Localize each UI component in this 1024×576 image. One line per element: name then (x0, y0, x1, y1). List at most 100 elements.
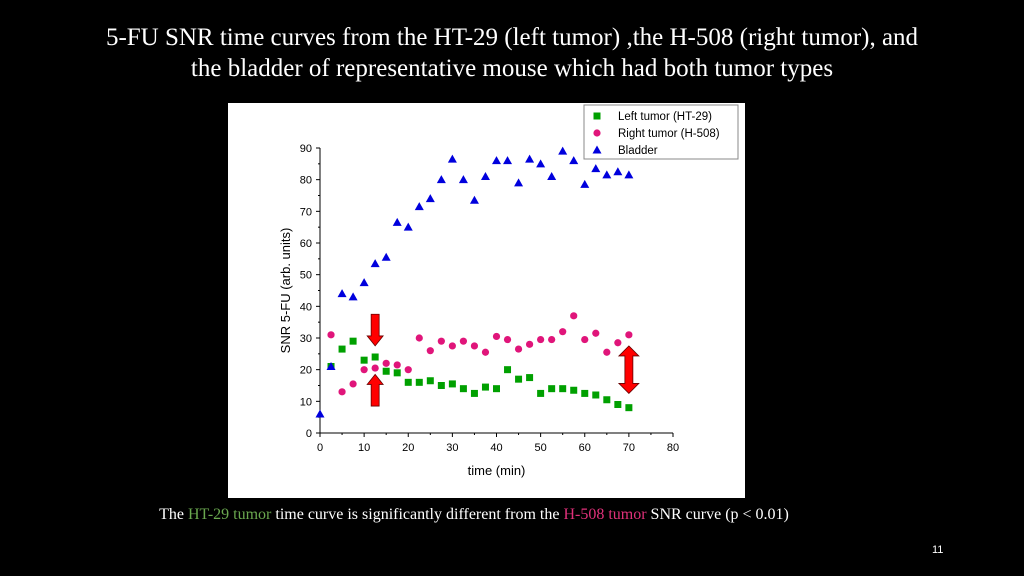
x-tick-label: 60 (579, 442, 591, 454)
data-point-triangle (480, 172, 490, 180)
double-arrow (617, 345, 640, 394)
data-point-triangle (558, 146, 568, 155)
data-point-triangle (492, 156, 501, 165)
slide-caption: The HT-29 tumor time curve is significan… (0, 506, 948, 524)
y-tick-label: 40 (300, 301, 312, 313)
data-point-circle (393, 361, 401, 369)
data-point-square (625, 404, 633, 412)
data-point-square (404, 378, 412, 386)
data-point-circle (525, 340, 534, 348)
y-axis-label: SNR 5-FU (arb. units) (278, 228, 293, 354)
arrow-up (366, 373, 384, 407)
data-point-circle (404, 366, 412, 374)
x-tick-label: 70 (623, 442, 635, 454)
data-point-square (448, 380, 456, 388)
legend-marker-triangle (592, 145, 602, 154)
caption-prefix: The (159, 506, 188, 523)
data-point-circle (415, 334, 423, 342)
data-point-circle (581, 335, 589, 344)
data-point-triangle (326, 362, 336, 370)
data-point-circle (614, 339, 622, 347)
legend-entry: Bladder (618, 145, 658, 157)
data-point-square (493, 385, 500, 393)
data-point-circle (625, 331, 633, 339)
data-point-square (570, 386, 578, 394)
legend-marker-square (593, 112, 601, 120)
x-tick-label: 40 (490, 442, 502, 454)
data-point-triangle (315, 409, 325, 418)
data-point-square (504, 366, 512, 374)
y-tick-label: 60 (300, 238, 312, 250)
x-tick-label: 0 (317, 442, 323, 454)
data-point-square (515, 375, 523, 383)
data-point-circle (426, 347, 434, 355)
data-point-triangle (591, 164, 601, 173)
x-axis-label: time (min) (468, 463, 526, 478)
data-point-square (360, 356, 368, 364)
data-point-triangle (580, 179, 590, 188)
data-point-triangle (602, 170, 612, 179)
legend-box (583, 104, 739, 160)
data-point-triangle (447, 154, 457, 163)
x-tick-label: 50 (535, 442, 547, 454)
data-point-square (437, 382, 445, 389)
caption-term-ht29: HT-29 tumor (187, 506, 272, 523)
data-point-triangle (337, 289, 347, 298)
y-tick-label: 20 (300, 365, 312, 377)
data-point-circle (603, 348, 611, 356)
data-point-square (338, 345, 346, 353)
data-point-triangle (458, 175, 468, 184)
data-point-square (592, 391, 600, 399)
data-point-circle (592, 329, 600, 337)
slide-title-line2: the bladder of representative mouse whic… (190, 55, 834, 82)
data-point-circle (327, 331, 335, 339)
x-tick-label: 10 (358, 442, 370, 454)
y-tick-label: 90 (300, 143, 312, 155)
data-point-triangle (359, 278, 369, 287)
data-point-triangle (392, 217, 402, 226)
data-point-triangle (569, 156, 579, 165)
data-point-triangle (547, 172, 557, 180)
data-point-triangle (624, 170, 634, 179)
data-point-circle (338, 388, 346, 396)
y-tick-label: 70 (300, 206, 312, 218)
data-point-circle (349, 380, 357, 388)
data-point-triangle (536, 159, 546, 168)
data-point-triangle (514, 178, 524, 187)
data-point-triangle (370, 259, 380, 268)
data-point-square (526, 374, 534, 382)
data-point-circle (371, 364, 379, 372)
chart-panel: 0 10 20 30 40 50 60 70 80 0 10 20 30 40 50 60 70 80 90 time… (228, 103, 745, 498)
data-point-triangle (425, 194, 435, 203)
data-point-square (548, 385, 556, 393)
data-point-square (382, 367, 390, 375)
data-point-circle (570, 312, 578, 320)
snr-scatter-chart: 0 10 20 30 40 50 60 70 80 0 10 20 30 40 50 60 70 80 90 time… (278, 104, 739, 478)
data-point-square (349, 337, 357, 345)
data-point-circle (548, 335, 556, 344)
x-tick-label: 20 (402, 442, 414, 454)
data-point-circle (470, 342, 479, 350)
page-number: 11 (932, 544, 944, 556)
y-tick-label: 80 (300, 175, 312, 187)
data-point-circle (481, 348, 490, 356)
data-point-square (614, 401, 622, 408)
data-point-square (559, 385, 567, 393)
data-point-circle (492, 332, 501, 341)
data-point-square (537, 389, 545, 397)
data-point-square (393, 369, 401, 377)
data-point-triangle (469, 195, 479, 204)
data-point-square (415, 378, 423, 386)
arrow-down (366, 313, 384, 347)
data-point-triangle (414, 202, 424, 211)
data-point-circle (448, 342, 456, 350)
data-point-triangle (403, 222, 413, 231)
data-point-triangle (613, 167, 623, 176)
legend-entry: Left tumor (HT-29) (618, 111, 712, 123)
data-point-square (459, 385, 467, 393)
caption-suffix: SNR curve (p < 0.01) (646, 506, 789, 523)
data-point-triangle (436, 175, 446, 184)
data-point-square (426, 377, 434, 385)
data-point-square (581, 389, 589, 397)
y-tick-label: 10 (300, 396, 312, 408)
